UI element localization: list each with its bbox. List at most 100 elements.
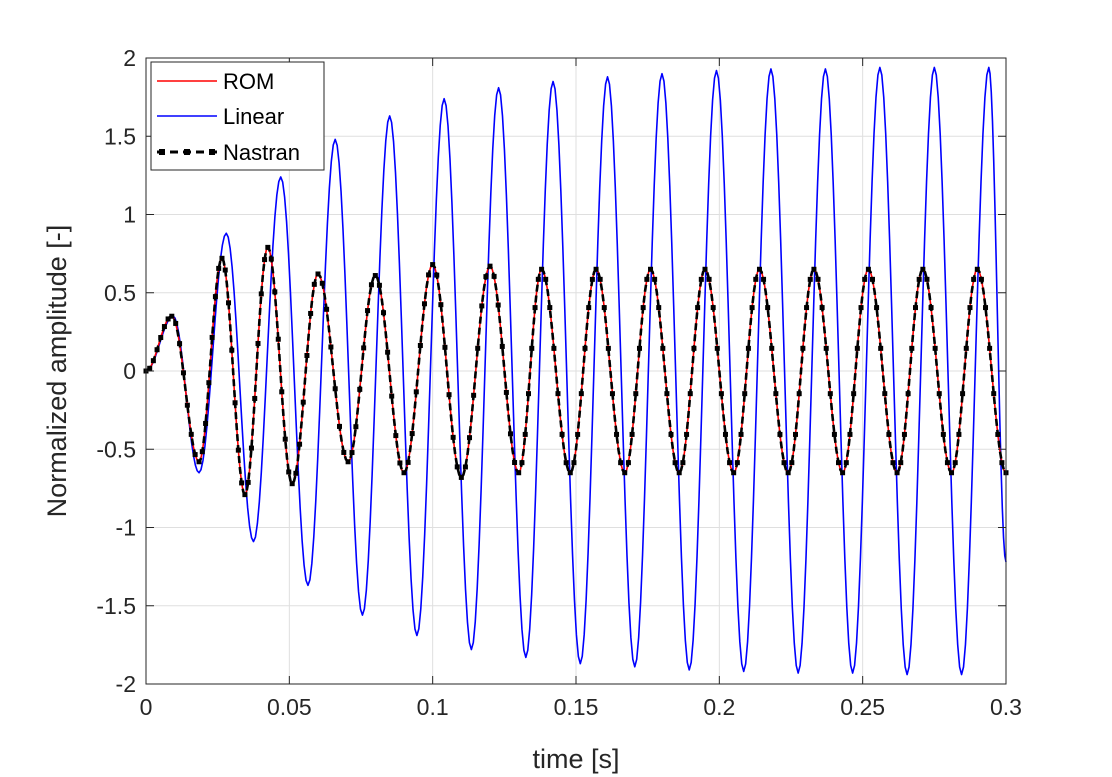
- nastran-marker: [862, 276, 868, 282]
- nastran-marker: [471, 392, 477, 398]
- nastran-marker: [222, 267, 228, 273]
- nastran-marker: [519, 460, 525, 466]
- nastran-marker: [601, 305, 607, 311]
- nastran-marker: [311, 281, 317, 287]
- nastran-marker: [940, 431, 946, 437]
- nastran-marker: [793, 431, 798, 437]
- nastran-marker: [932, 345, 938, 351]
- nastran-marker: [372, 273, 378, 279]
- y-tick-label: 0.5: [104, 280, 136, 306]
- series-line-linear: [145, 66, 1007, 676]
- nastran-marker: [421, 301, 427, 307]
- nastran-marker: [804, 305, 810, 311]
- nastran-marker: [702, 266, 708, 272]
- nastran-marker: [235, 447, 241, 453]
- nastran-marker: [811, 266, 817, 272]
- y-tick-label: -1.5: [96, 593, 136, 619]
- nastran-marker: [695, 305, 701, 311]
- nastran-marker: [467, 435, 473, 441]
- nastran-marker: [454, 464, 460, 470]
- nastran-marker: [397, 460, 403, 466]
- nastran-marker: [781, 460, 787, 466]
- nastran-marker: [633, 391, 639, 397]
- y-tick-label: 1.5: [104, 123, 136, 149]
- nastran-marker: [567, 470, 573, 476]
- nastran-marker: [652, 276, 658, 282]
- nastran-marker: [963, 345, 969, 351]
- nastran-marker: [847, 431, 853, 437]
- nastran-marker: [345, 459, 351, 465]
- nastran-marker: [475, 345, 481, 351]
- nastran-marker: [898, 460, 904, 466]
- nastran-marker: [575, 431, 581, 437]
- ticks: [145, 57, 1007, 685]
- nastran-marker: [282, 436, 288, 442]
- nastran-marker: [582, 345, 588, 351]
- x-tick-label: 0: [140, 694, 153, 720]
- nastran-marker: [999, 460, 1005, 466]
- nastran-marker: [676, 470, 682, 476]
- nastran-marker: [563, 460, 569, 466]
- nastran-marker: [967, 305, 973, 311]
- nastran-marker: [916, 276, 922, 282]
- nastran-marker: [789, 460, 795, 466]
- nastran-marker: [882, 391, 888, 397]
- nastran-marker: [901, 431, 907, 437]
- nastran-marker: [286, 469, 292, 475]
- nastran-marker: [147, 365, 153, 371]
- tick-labels: 0 0.05 0.1 0.15 0.2 0.25 0.3 -2 -1.5 -1 -0.5 0 0.5 1 1…: [96, 45, 1022, 720]
- nastran-marker: [773, 391, 779, 397]
- nastran-marker: [258, 291, 264, 297]
- nastran-marker: [664, 391, 670, 397]
- nastran-marker: [184, 402, 190, 408]
- nastran-marker: [949, 470, 955, 476]
- nastran-marker: [265, 244, 271, 250]
- nastran-marker: [924, 276, 930, 282]
- nastran-marker: [196, 459, 202, 465]
- nastran-marker: [691, 345, 697, 351]
- nastran-marker: [242, 492, 248, 498]
- nastran-marker: [761, 276, 767, 282]
- legend: ROM Linear Nastran: [150, 61, 325, 171]
- nastran-marker: [765, 305, 771, 311]
- nastran-marker: [874, 305, 880, 311]
- nastran-marker: [165, 316, 171, 322]
- nastran-marker: [644, 276, 650, 282]
- nastran-marker: [865, 266, 871, 272]
- nastran-marker: [819, 305, 825, 311]
- nastran-marker: [991, 391, 997, 397]
- nastran-marker: [710, 305, 716, 311]
- nastran-marker: [315, 271, 321, 277]
- nastran-marker: [268, 256, 274, 262]
- nastran-marker: [532, 305, 538, 311]
- nastran-marker: [180, 370, 186, 376]
- nastran-marker: [503, 389, 509, 395]
- nastran-marker: [543, 276, 549, 282]
- nastran-marker: [843, 460, 849, 466]
- nastran-marker: [232, 400, 238, 406]
- nastran-marker: [920, 266, 926, 272]
- nastran-marker: [854, 345, 860, 351]
- nastran-marker: [714, 345, 720, 351]
- nastran-marker: [434, 272, 440, 278]
- nastran-marker: [858, 305, 864, 311]
- nastran-marker: [815, 276, 821, 282]
- nastran-marker: [289, 481, 295, 487]
- nastran-marker: [995, 431, 1001, 437]
- nastran-marker: [971, 276, 977, 282]
- nastran-marker: [252, 396, 258, 402]
- nastran-marker: [349, 450, 355, 456]
- nastran-marker: [928, 305, 934, 311]
- legend-label-linear: Linear: [223, 104, 284, 129]
- nastran-marker: [777, 431, 783, 437]
- nastran-marker: [960, 391, 966, 397]
- nastran-marker: [618, 460, 624, 466]
- nastran-marker: [319, 280, 325, 286]
- nastran-marker: [769, 345, 775, 351]
- y-tick-label: -1: [116, 515, 136, 541]
- nastran-marker: [516, 470, 522, 476]
- x-tick-label: 0.25: [840, 694, 885, 720]
- nastran-marker: [239, 480, 245, 486]
- nastran-marker: [539, 266, 545, 272]
- nastran-marker: [614, 431, 620, 437]
